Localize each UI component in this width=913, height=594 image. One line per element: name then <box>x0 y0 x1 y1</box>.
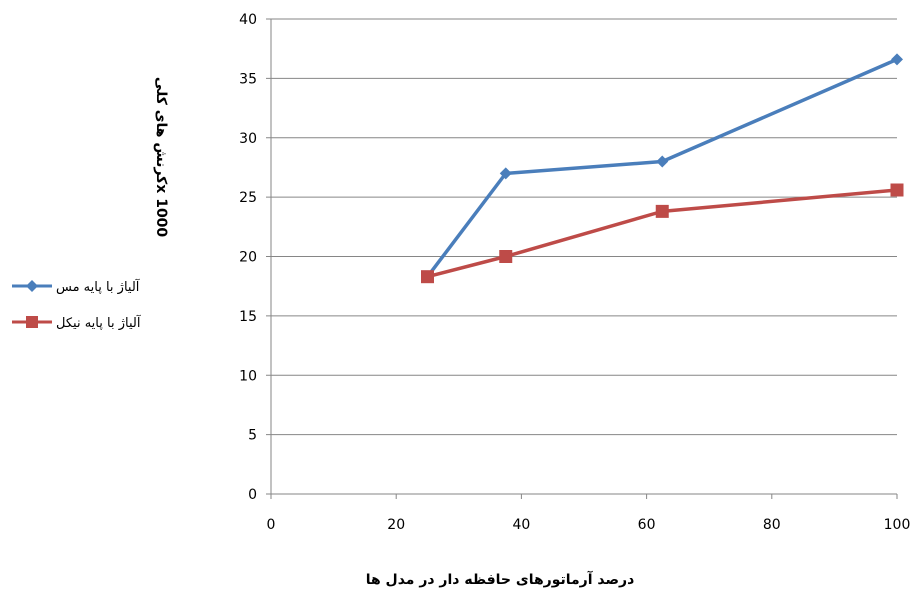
data-point-diamond <box>656 155 669 168</box>
legend-item-nickel: آلیاژ با پایه نیکل <box>12 314 142 331</box>
legend-item-copy: آلیاژ با پایه مس <box>12 278 141 295</box>
legend-label-copy: آلیاژ با پایه مس <box>56 278 141 295</box>
data-point-diamond <box>891 53 903 66</box>
series <box>421 53 904 284</box>
x-tick-label: 100 <box>884 517 911 533</box>
y-tick-label: 35 <box>239 71 257 87</box>
grid-lines <box>266 18 898 499</box>
x-tick-label: 40 <box>512 517 530 533</box>
x-tick-labels: 0 20 40 60 80 100 <box>267 517 911 533</box>
y-axis-title: x 1000کرنش های کلی <box>153 77 169 238</box>
legend-label-nickel: آلیاژ با پایه نیکل <box>56 314 142 331</box>
y-tick-label: 5 <box>248 428 257 444</box>
y-tick-label: 20 <box>239 250 257 266</box>
data-point-diamond <box>499 167 512 180</box>
data-point-square <box>655 204 669 218</box>
series-line-0 <box>426 57 898 278</box>
x-tick-label: 80 <box>763 517 781 533</box>
y-tick-label: 30 <box>239 131 257 147</box>
axes <box>270 19 897 495</box>
legend-swatch-copy-marker <box>26 280 38 292</box>
y-tick-label: 25 <box>239 190 257 206</box>
legend: آلیاژ با پایه مس آلیاژ با پایه نیکل <box>12 278 142 331</box>
y-tick-label: 40 <box>239 12 257 28</box>
series-line-1 <box>427 188 898 279</box>
y-tick-labels: 0 5 10 15 20 25 30 35 40 <box>239 12 257 503</box>
legend-swatch-nickel-marker <box>26 316 38 328</box>
data-point-square <box>499 250 513 263</box>
y-tick-label: 10 <box>239 368 257 384</box>
x-tick-label: 60 <box>638 517 656 533</box>
x-axis-title: درصد آرماتورهای حافظه دار در مدل ها <box>366 570 635 588</box>
y-tick-label: 0 <box>248 487 257 503</box>
data-point-square <box>421 270 434 284</box>
x-tick-label: 20 <box>387 517 405 533</box>
x-tick-label: 0 <box>267 517 276 533</box>
data-point-square <box>890 183 904 197</box>
y-tick-label: 15 <box>239 309 257 325</box>
